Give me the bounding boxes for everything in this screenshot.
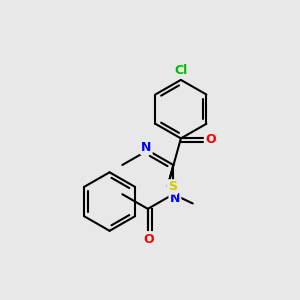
Text: Cl: Cl xyxy=(174,64,188,77)
Text: S: S xyxy=(168,180,177,194)
Text: O: O xyxy=(143,233,154,246)
Text: N: N xyxy=(141,141,152,154)
Text: N: N xyxy=(170,192,180,205)
Text: O: O xyxy=(205,133,216,146)
